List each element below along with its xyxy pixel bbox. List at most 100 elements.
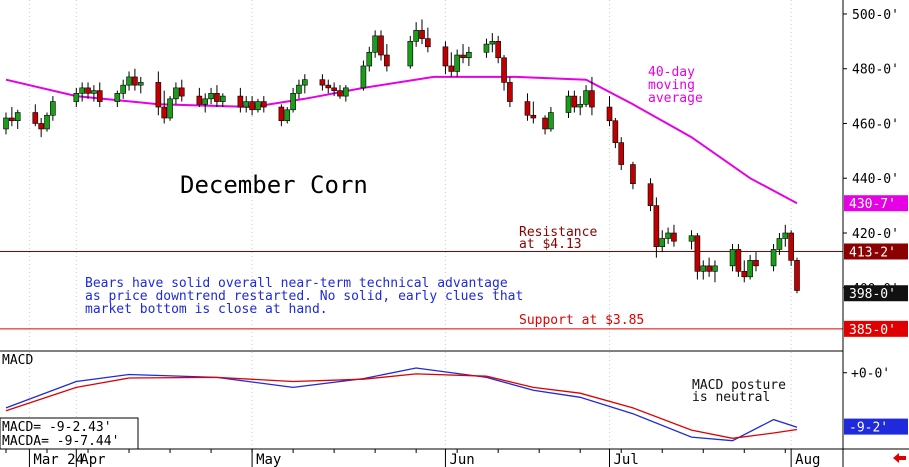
candle-body bbox=[296, 84, 302, 94]
candle bbox=[495, 35, 501, 64]
candle-body bbox=[530, 114, 537, 119]
candle bbox=[372, 30, 378, 58]
candle bbox=[360, 60, 367, 91]
candle bbox=[524, 93, 531, 121]
candle bbox=[753, 252, 759, 272]
candle bbox=[466, 46, 472, 66]
price-tag: 398-0' bbox=[844, 285, 908, 302]
candle bbox=[85, 82, 91, 99]
candle-body bbox=[747, 260, 753, 278]
candle-body bbox=[630, 164, 636, 185]
candle-body bbox=[700, 265, 707, 272]
candle-body bbox=[3, 117, 9, 130]
candle bbox=[255, 98, 261, 113]
candle-body bbox=[448, 65, 455, 72]
candle-body bbox=[694, 235, 701, 272]
price-tag: 430-7' bbox=[844, 195, 908, 212]
x-tick-label: May bbox=[256, 452, 281, 467]
candle-body bbox=[126, 76, 132, 86]
candle-body bbox=[384, 54, 390, 67]
candle bbox=[583, 85, 589, 108]
candle-body bbox=[489, 41, 496, 45]
candle-body bbox=[9, 117, 15, 122]
candle-body bbox=[161, 106, 167, 119]
candle-body bbox=[85, 87, 91, 94]
macd-tag: -9-2' bbox=[844, 418, 908, 436]
candle-body bbox=[671, 232, 677, 242]
candle-body bbox=[208, 93, 214, 100]
candle-body bbox=[360, 65, 367, 89]
candle bbox=[126, 71, 132, 91]
candle-body bbox=[659, 238, 666, 247]
candle bbox=[196, 87, 203, 108]
candle-body bbox=[460, 54, 466, 59]
candle-body bbox=[366, 51, 373, 67]
candle bbox=[747, 254, 753, 280]
candle bbox=[296, 79, 302, 99]
candle bbox=[325, 79, 332, 94]
candle-body bbox=[14, 112, 21, 122]
candle-body bbox=[343, 87, 349, 97]
candle-body bbox=[132, 76, 138, 86]
candle-body bbox=[776, 238, 783, 250]
candle bbox=[776, 233, 783, 255]
candle-body bbox=[319, 79, 326, 86]
macd-y-tick-label: +0-0' bbox=[851, 367, 890, 382]
candle bbox=[577, 96, 584, 116]
candle bbox=[419, 19, 425, 45]
macd-series-macd bbox=[5, 367, 798, 442]
candle-body bbox=[548, 112, 554, 130]
candle bbox=[460, 44, 466, 64]
price-tag-label: 413-2' bbox=[849, 245, 896, 260]
candle-body bbox=[302, 79, 308, 86]
candle bbox=[788, 230, 794, 266]
candle bbox=[337, 85, 343, 99]
candle-body bbox=[466, 51, 472, 59]
left-arrow-icon bbox=[893, 453, 906, 463]
candle-body bbox=[378, 35, 384, 56]
candle-body bbox=[665, 232, 671, 239]
x-tick-label: Jul bbox=[614, 452, 639, 467]
y-tick-label: 460-0' bbox=[852, 117, 899, 132]
candle-body bbox=[284, 109, 291, 122]
candle bbox=[378, 30, 384, 61]
candle bbox=[688, 230, 695, 250]
candle bbox=[331, 82, 337, 97]
candle bbox=[647, 178, 654, 212]
candle bbox=[425, 27, 431, 53]
price-tag: 385-0' bbox=[844, 320, 908, 338]
candle bbox=[343, 85, 349, 102]
ma-annotation: 40-day moving average bbox=[648, 65, 703, 106]
macd-pane: MACD MACD= -9-2.43'MACDA= -9-7.44' MACD po… bbox=[0, 353, 798, 450]
macda-readout: MACDA= -9-7.44' bbox=[2, 434, 119, 449]
candle bbox=[202, 93, 209, 113]
candle-body bbox=[290, 93, 296, 111]
candle-body bbox=[155, 82, 162, 108]
candle-body bbox=[325, 84, 332, 89]
candle-body bbox=[794, 260, 800, 291]
candle bbox=[501, 55, 507, 91]
candle-body bbox=[137, 82, 144, 86]
x-tick-label: Apr bbox=[80, 452, 105, 467]
candle bbox=[542, 115, 548, 135]
candle bbox=[589, 76, 595, 116]
candle-body bbox=[501, 57, 507, 83]
candle-body bbox=[407, 41, 414, 67]
candle-body bbox=[653, 205, 660, 247]
candle-body bbox=[38, 123, 44, 130]
candle bbox=[741, 260, 748, 283]
macd-series-macda bbox=[5, 373, 798, 439]
candle bbox=[243, 96, 250, 113]
candle bbox=[208, 87, 214, 105]
candle-body bbox=[196, 95, 203, 105]
candle-body bbox=[753, 260, 759, 267]
candle bbox=[79, 82, 85, 102]
candle-body bbox=[372, 35, 378, 53]
candle bbox=[50, 96, 56, 121]
candle-body bbox=[255, 101, 261, 111]
candle bbox=[38, 118, 44, 138]
candle-body bbox=[32, 112, 39, 124]
candle bbox=[44, 112, 50, 132]
